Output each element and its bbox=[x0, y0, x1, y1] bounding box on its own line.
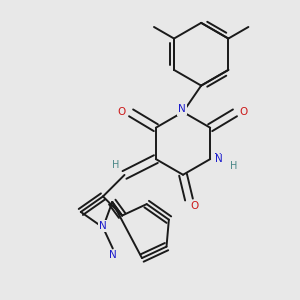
Text: H: H bbox=[112, 160, 119, 170]
Text: H: H bbox=[230, 161, 238, 171]
Text: O: O bbox=[239, 106, 248, 116]
Text: N: N bbox=[215, 154, 223, 164]
Text: O: O bbox=[191, 201, 199, 211]
Text: N: N bbox=[178, 105, 185, 116]
Text: N: N bbox=[214, 153, 221, 164]
Text: H: H bbox=[229, 160, 236, 170]
Text: N: N bbox=[99, 220, 107, 230]
Text: N: N bbox=[109, 250, 117, 260]
Text: O: O bbox=[118, 106, 126, 116]
Text: O: O bbox=[239, 106, 248, 116]
Text: N: N bbox=[178, 104, 186, 114]
Text: O: O bbox=[118, 106, 126, 116]
Text: N: N bbox=[98, 221, 106, 231]
Text: H: H bbox=[112, 160, 120, 170]
Text: O: O bbox=[191, 201, 199, 211]
